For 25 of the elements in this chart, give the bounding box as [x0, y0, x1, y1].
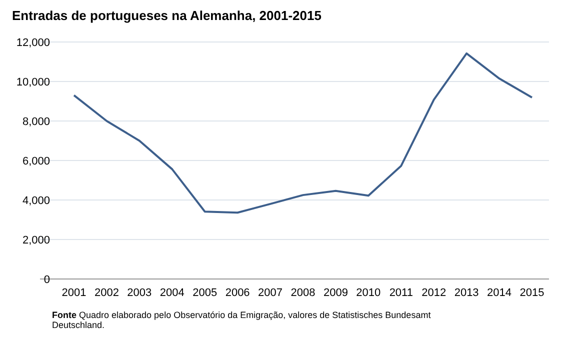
x-tick-label: 2013: [454, 287, 479, 299]
x-tick-label: 2006: [225, 287, 250, 299]
x-tick-label: 2015: [520, 287, 544, 299]
x-tick-label: 2007: [258, 287, 283, 299]
x-tick-label: 2008: [290, 287, 316, 299]
x-tick-label: 2001: [62, 287, 86, 299]
y-tick-label: 6,000: [22, 155, 50, 168]
x-tick-label: 2011: [389, 287, 413, 299]
y-tick-label: 8,000: [22, 116, 50, 128]
x-tick-label: 2002: [94, 287, 119, 299]
chart-title: Entradas de portugueses na Alemanha, 2001-2015: [12, 8, 322, 23]
y-tick-label: 10,000: [16, 76, 50, 88]
y-tick-label: 12,000: [16, 36, 50, 49]
y-tick-label: 2,000: [22, 234, 50, 246]
y-tick-label: 4,000: [22, 194, 50, 207]
x-tick-label: 2014: [487, 287, 512, 299]
x-tick-label: 2009: [323, 287, 348, 299]
x-tick-label: 2012: [422, 287, 446, 299]
y-tick-label: 0: [44, 274, 50, 286]
x-tick-label: 2010: [356, 287, 381, 299]
x-tick-label: 2004: [160, 287, 184, 299]
x-tick-label: 2005: [192, 287, 218, 299]
source-note: Fonte Quadro elaborado pelo Observatório da Emigração, valores de Statistisches Bundesamt Deutschland.: [52, 310, 432, 330]
line-series: [73, 52, 533, 214]
x-tick-label: 2003: [127, 287, 152, 299]
